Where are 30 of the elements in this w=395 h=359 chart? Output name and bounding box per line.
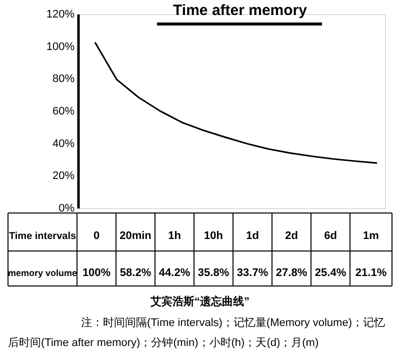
y-tick-label: 80% — [52, 73, 75, 86]
text: 1m — [363, 230, 380, 242]
text: Time intervals — [8, 231, 76, 242]
text: 21.1% — [355, 267, 387, 279]
text: 6d — [324, 230, 337, 242]
text: 44.2% — [158, 267, 190, 279]
text: 1h — [168, 230, 182, 242]
text: 注：时间间隔(Time intervals)；记忆量(Memory volume)；记忆 — [81, 316, 385, 329]
text: 10h — [204, 230, 224, 242]
y-tick-label: 120% — [46, 8, 75, 20]
text: 后时间(Time after memory)；分钟(min)；小时(h)；天(d)；月(m) — [8, 336, 319, 349]
text: 33.7% — [236, 267, 268, 279]
text: 2d — [285, 230, 298, 242]
text: 58.2% — [120, 267, 152, 279]
text: 1d — [246, 230, 259, 242]
y-tick-label: 20% — [52, 170, 75, 182]
text: 艾宾浩斯“遗忘曲线” — [150, 295, 250, 308]
text: 20min — [120, 230, 152, 242]
chart-title: Time after memory — [173, 2, 308, 19]
y-tick-label: 100% — [46, 40, 75, 53]
line-series — [94, 41, 378, 164]
y-tick-label: 0% — [58, 202, 75, 214]
y-tick-label: 40% — [52, 138, 75, 150]
text: 0 — [93, 230, 100, 242]
text: 27.8% — [276, 267, 308, 279]
text: memory volume — [8, 268, 78, 278]
y-tick-label: 60% — [52, 106, 75, 118]
text: 100% — [82, 267, 111, 279]
text: 35.8% — [198, 267, 230, 279]
text: 25.4% — [314, 267, 346, 279]
